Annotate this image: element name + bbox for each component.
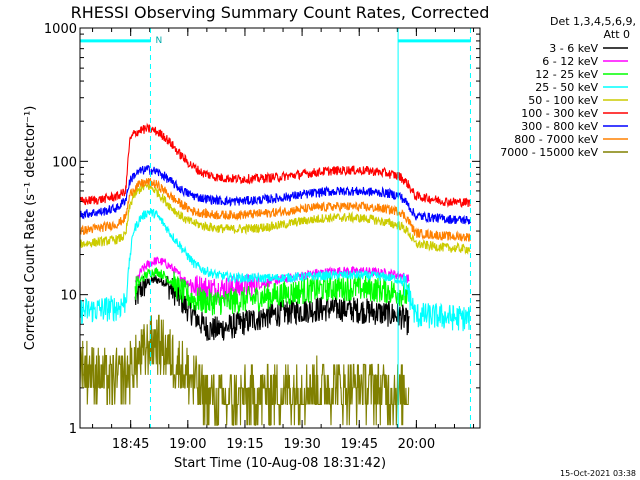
y-tick-label: 10 [60,289,77,304]
legend-label-4: 25 - 50 keV [535,81,598,94]
x-axis-label: Start Time (10-Aug-08 18:31:42) [174,456,386,471]
x-tick-label: 20:00 [398,437,435,452]
x-tick-label: 19:30 [283,437,320,452]
plot-frame [79,27,481,429]
legend-header-line-2: Att 0 [604,28,630,41]
plot-area [80,122,471,426]
series-line-3 [134,267,410,316]
y-tick-label: 100 [52,155,77,170]
legend-header-line-1: Det 1,3,4,5,6,9, [550,15,636,28]
legend-label-3: 12 - 25 keV [535,68,598,81]
y-tick-label: 1000 [44,22,77,37]
y-tick-label: 1 [69,422,77,437]
render-timestamp: 15-Oct-2021 03:38 [560,469,636,478]
time-markers: N [80,28,471,428]
x-axis-ticks: 18:45 19:00 19:15 19:30 19:45 20:00 [92,28,475,452]
x-tick-label: 19:00 [169,437,206,452]
y-axis-ticks: 1 10 100 1000 [44,22,480,437]
x-tick-label: 18:45 [112,437,149,452]
legend-label-5: 50 - 100 keV [528,94,598,107]
legend-label-7: 300 - 800 keV [521,120,598,133]
legend-label-1: 3 - 6 keV [549,42,598,55]
legend-label-8: 800 - 7000 keV [514,133,598,146]
series-line-5 [80,182,471,255]
x-tick-label: 19:15 [226,437,263,452]
attenuator-label: N [155,36,162,46]
legend-label-6: 100 - 300 keV [521,107,598,120]
x-tick-label: 19:45 [341,437,378,452]
y-axis-label: Corrected Count Rate (s⁻¹ detector⁻¹) [23,106,38,351]
series-line-8 [80,177,471,242]
chart-title: RHESSI Observing Summary Count Rates, Co… [71,3,490,22]
series-line-7 [80,164,471,225]
series-line-6 [80,122,471,208]
legend-label-2: 6 - 12 keV [542,55,598,68]
series-line-9 [80,314,410,426]
series-line-4 [80,208,471,332]
legend-label-9: 7000 - 15000 keV [500,146,598,159]
